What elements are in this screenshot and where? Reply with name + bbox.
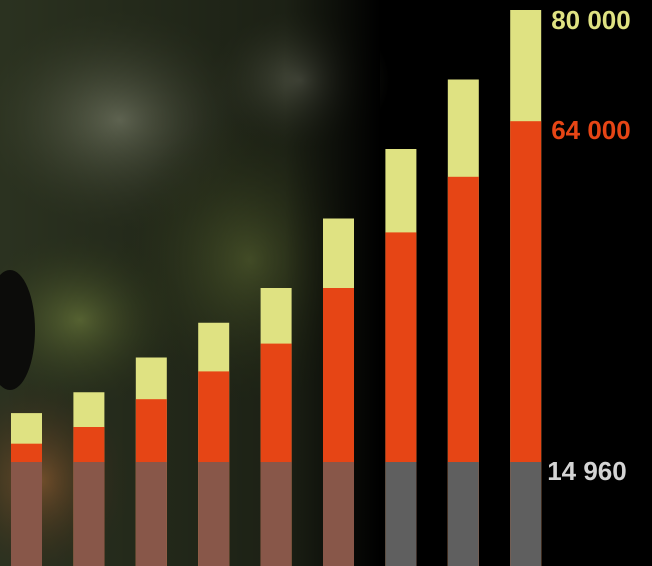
- value-label: 14 960: [547, 456, 627, 486]
- bar: [510, 462, 542, 566]
- value-label: 80 000: [551, 5, 631, 35]
- background-photo: [0, 0, 390, 566]
- bar: [135, 462, 167, 566]
- bar: [323, 462, 354, 566]
- bar: [11, 462, 42, 566]
- bar: [260, 462, 292, 566]
- bar: [198, 462, 230, 566]
- value-label: 64 000: [551, 115, 631, 145]
- bar: [73, 462, 105, 566]
- bar: [447, 462, 479, 566]
- bar: [385, 462, 417, 566]
